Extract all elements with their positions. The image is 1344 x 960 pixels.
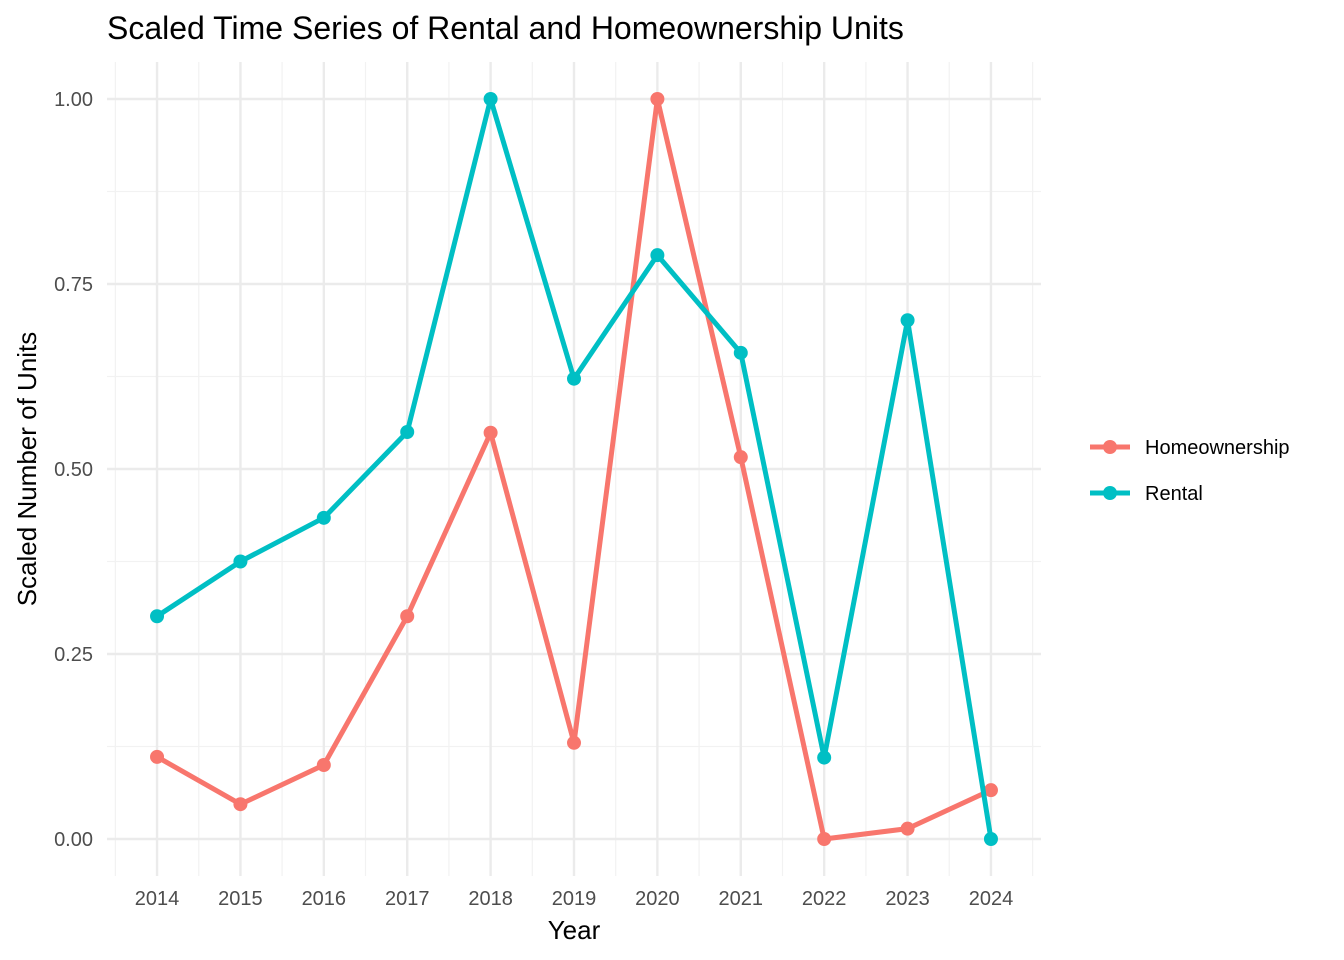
homeownership-point (817, 832, 832, 846)
series-homeownership (150, 92, 998, 846)
rental-point (983, 832, 998, 846)
rental-point (233, 554, 248, 569)
legend-label: Rental (1145, 483, 1203, 505)
x-tick-label: 2021 (719, 888, 764, 910)
rental-point (483, 92, 498, 106)
legend-key-point (1103, 440, 1117, 454)
x-tick-label: 2016 (302, 888, 347, 910)
legend-label: Homeownership (1145, 437, 1290, 459)
homeownership-point (567, 735, 581, 750)
legend-item-homeownership: Homeownership (1090, 437, 1290, 459)
y-axis-title: Scaled Number of Units (12, 332, 42, 607)
homeownership-point (983, 783, 998, 798)
homeownership-point (150, 749, 165, 764)
homeownership-point (650, 92, 665, 106)
x-tick-label: 2014 (135, 888, 180, 910)
homeownership-point (316, 758, 331, 772)
y-tick-label: 1.00 (54, 89, 93, 111)
y-tick-label: 0.50 (54, 459, 93, 481)
rental-point (150, 609, 165, 624)
rental-point (316, 510, 331, 525)
x-tick-label: 2023 (885, 888, 930, 910)
legend-item-rental: Rental (1090, 483, 1203, 505)
y-tick-label: 0.75 (54, 274, 93, 296)
x-tick-label: 2015 (218, 888, 263, 910)
x-axis-ticks: 2014 2015 2016 2017 2018 2019 2020 2021 2022 2023… (135, 888, 1013, 910)
series-layer (150, 92, 998, 846)
x-tick-label: 2017 (385, 888, 430, 910)
y-tick-label: 0.25 (54, 644, 93, 666)
homeownership-point (900, 821, 915, 836)
rental-point (900, 313, 915, 328)
homeownership-point (733, 450, 748, 465)
x-axis-title: Year (548, 915, 601, 945)
legend: Homeownership Rental (1090, 437, 1290, 505)
x-tick-label: 2018 (468, 888, 513, 910)
rental-point (733, 345, 748, 360)
rental-point (400, 425, 415, 439)
y-axis-ticks: 0.00 0.25 0.50 0.75 1.00 (54, 89, 93, 851)
chart-title: Scaled Time Series of Rental and Homeown… (107, 10, 904, 46)
x-tick-label: 2020 (635, 888, 680, 910)
x-tick-label: 2019 (552, 888, 597, 910)
legend-key-point (1103, 486, 1117, 500)
rental-point (567, 371, 581, 386)
y-tick-label: 0.00 (54, 829, 93, 851)
grid (107, 62, 1041, 876)
rental-point (650, 248, 665, 263)
x-tick-label: 2024 (969, 888, 1014, 910)
homeownership-point (400, 609, 415, 624)
x-tick-label: 2022 (802, 888, 847, 910)
series-rental (150, 92, 998, 846)
rental-point (817, 750, 832, 765)
homeownership-point (483, 425, 498, 440)
homeownership-point (233, 797, 248, 812)
